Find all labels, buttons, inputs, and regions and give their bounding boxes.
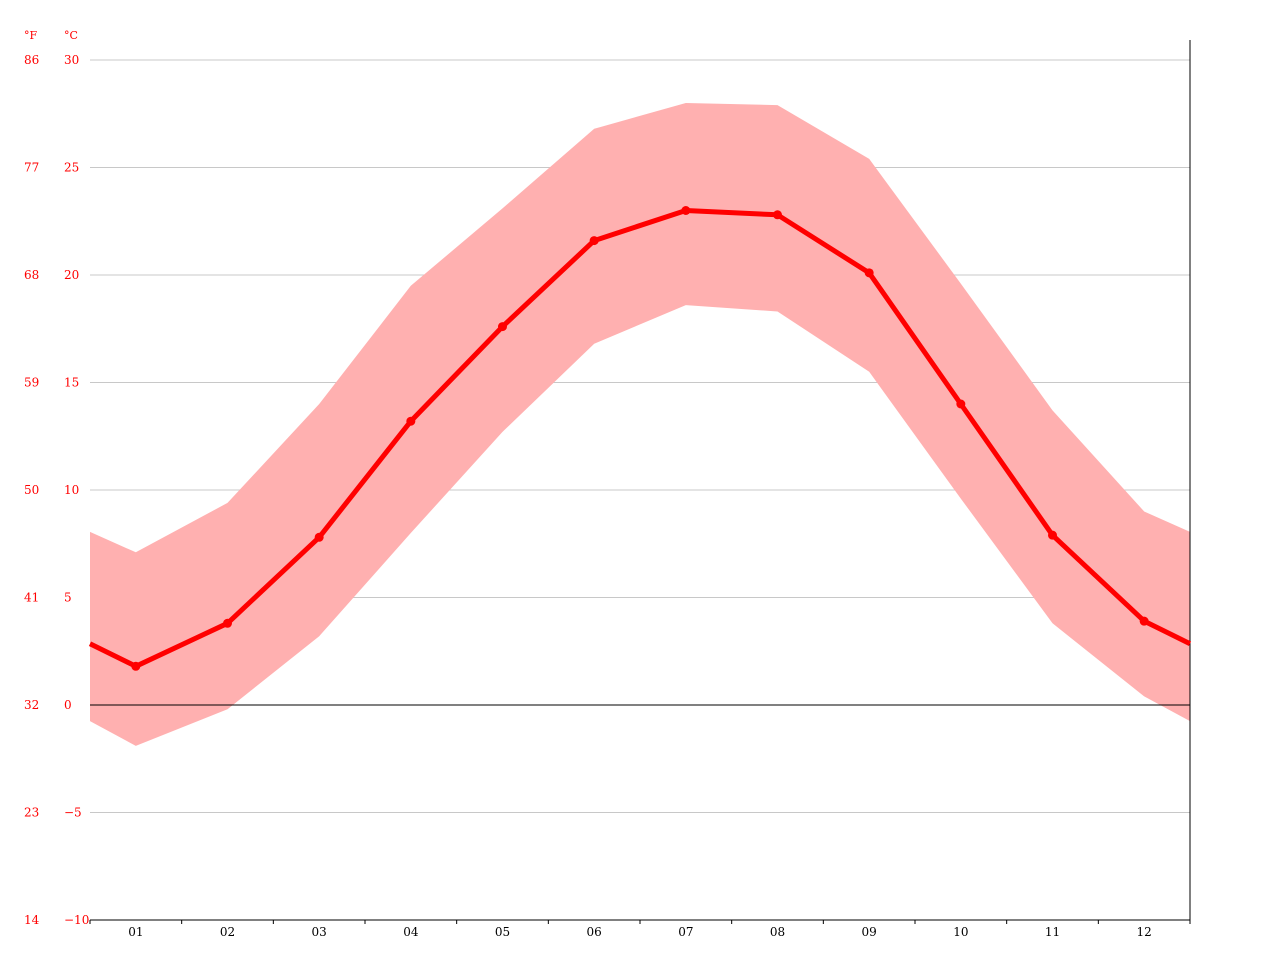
y-tick-label-celsius: 20 <box>64 268 79 282</box>
mean-temperature-point-10 <box>956 399 966 409</box>
x-tick-label-month-12: 12 <box>1137 925 1152 939</box>
y-tick-label-celsius: −10 <box>64 913 89 927</box>
mean-temperature-point-07 <box>681 206 691 215</box>
mean-temperature-point-12 <box>1139 616 1149 626</box>
x-tick-label-month-04: 04 <box>403 925 419 939</box>
x-tick-label-month-11: 11 <box>1045 925 1060 939</box>
mean-temperature-series <box>88 206 1192 671</box>
mean-temperature-line <box>88 208 1192 669</box>
mean-temperature-point-11 <box>1048 530 1057 540</box>
y-tick-label-fahrenheit: 41 <box>24 591 39 605</box>
y-tick-label-fahrenheit: 59 <box>24 376 39 390</box>
mean-temperature-point-01 <box>131 661 141 671</box>
x-tick-label-month-09: 09 <box>862 925 877 939</box>
y-tick-label-fahrenheit: 50 <box>24 483 39 497</box>
x-tick-label-month-05: 05 <box>495 925 510 939</box>
y-tick-label-fahrenheit: 68 <box>24 268 39 282</box>
y-tick-label-celsius: −5 <box>64 806 82 820</box>
x-tick-label-month-07: 07 <box>678 925 693 939</box>
y-tick-label-celsius: 10 <box>64 483 79 497</box>
celsius-unit-label: °C <box>64 29 78 42</box>
y-tick-label-fahrenheit: 32 <box>24 698 39 712</box>
x-tick-label-month-08: 08 <box>770 925 785 939</box>
mean-temperature-point-09 <box>864 268 874 278</box>
fahrenheit-unit-label: °F <box>24 29 38 42</box>
y-tick-label-celsius: 0 <box>64 698 72 712</box>
x-tick-labels: 01 02 03 04 05 06 07 08 09 10 11 12 <box>128 925 1152 939</box>
mean-temperature-point-05 <box>498 322 507 332</box>
x-tick-label-month-01: 01 <box>128 925 143 939</box>
axes <box>89 40 1191 924</box>
y-tick-labels: 86 30 77 25 68 20 59 15 50 10 41 5 32 0 23 −5 14 −10 <box>24 53 89 927</box>
mean-temperature-point-04 <box>406 416 416 426</box>
y-tick-label-celsius: 25 <box>64 161 79 175</box>
y-tick-label-fahrenheit: 77 <box>24 161 39 175</box>
x-tick-label-month-10: 10 <box>953 925 968 939</box>
x-tick-label-month-02: 02 <box>220 925 235 939</box>
mean-temperature-point-06 <box>589 236 599 246</box>
mean-temperature-point-08 <box>773 210 782 220</box>
y-tick-label-fahrenheit: 23 <box>24 806 39 820</box>
y-tick-label-fahrenheit: 14 <box>24 913 40 927</box>
mean-temperature-point-02 <box>223 618 232 628</box>
x-tick-label-month-06: 06 <box>587 925 602 939</box>
x-tick-label-month-03: 03 <box>312 925 327 939</box>
mean-temperature-point-03 <box>314 532 324 542</box>
y-tick-label-celsius: 5 <box>64 591 72 605</box>
y-tick-label-celsius: 15 <box>64 376 79 390</box>
y-tick-label-fahrenheit: 86 <box>24 53 39 67</box>
temperature-band-area <box>90 103 1190 746</box>
y-tick-label-celsius: 30 <box>64 53 79 67</box>
temperature-range-band <box>90 103 1190 746</box>
